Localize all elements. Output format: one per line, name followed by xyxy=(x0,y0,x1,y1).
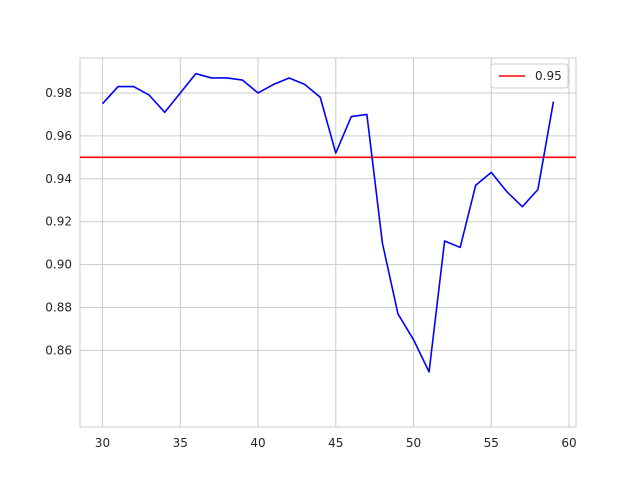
x-tick-label: 45 xyxy=(328,436,343,450)
y-tick-label: 0.96 xyxy=(45,129,72,143)
legend: 0.95 xyxy=(490,63,569,89)
plot-area-frame xyxy=(79,57,577,428)
y-tick-label: 0.94 xyxy=(45,172,72,186)
y-axis-ticks: 0.86 0.88 0.90 0.92 0.94 0.96 0.98 xyxy=(45,86,72,357)
x-tick-label: 30 xyxy=(95,436,110,450)
x-axis-ticks: 30 35 40 45 50 55 60 xyxy=(95,436,577,450)
y-tick-label: 0.98 xyxy=(45,86,72,100)
legend-label: 0.95 xyxy=(535,69,562,83)
legend-box xyxy=(490,63,569,89)
grid xyxy=(80,58,576,427)
series-line xyxy=(101,72,555,373)
x-tick-label: 60 xyxy=(561,436,576,450)
y-tick-label: 0.90 xyxy=(45,258,72,272)
x-tick-label: 35 xyxy=(173,436,188,450)
y-tick-label: 0.92 xyxy=(45,215,72,229)
x-tick-label: 50 xyxy=(406,436,421,450)
x-tick-label: 40 xyxy=(250,436,265,450)
y-tick-label: 0.86 xyxy=(45,343,72,357)
y-tick-label: 0.88 xyxy=(45,301,72,315)
data-series xyxy=(101,72,555,373)
x-tick-label: 55 xyxy=(484,436,499,450)
